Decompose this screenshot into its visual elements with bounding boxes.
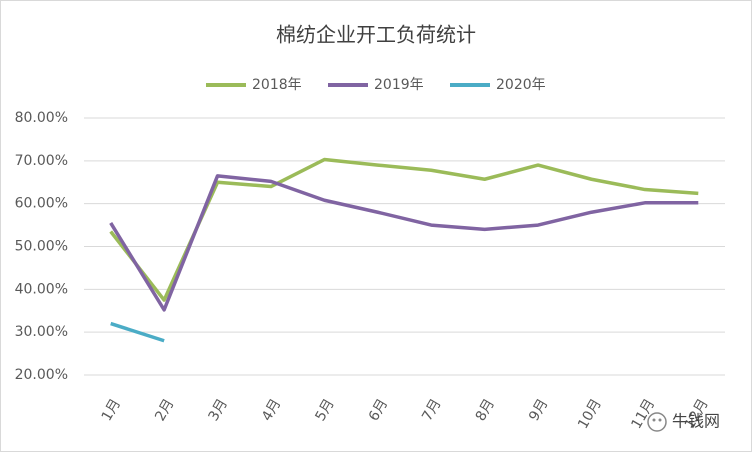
y-tick-label: 60.00% (15, 196, 68, 212)
y-tick-label: 80.00% (15, 110, 68, 126)
legend-label: 2018年 (252, 77, 302, 93)
series-line (110, 321, 165, 343)
legend-label: 2020年 (496, 77, 546, 93)
chart-title: 棉纺企业开工负荷统计 (276, 23, 476, 47)
y-tick-label: 40.00% (15, 281, 68, 297)
y-tick-label: 30.00% (15, 324, 68, 340)
watermark-icon (647, 412, 667, 432)
y-tick-label: 20.00% (15, 367, 68, 383)
y-tick-label: 50.00% (15, 239, 68, 255)
watermark: 牛钱网 (672, 412, 720, 431)
legend-label: 2019年 (374, 77, 424, 93)
y-tick-label: 70.00% (15, 153, 68, 169)
series-line (109, 174, 699, 312)
